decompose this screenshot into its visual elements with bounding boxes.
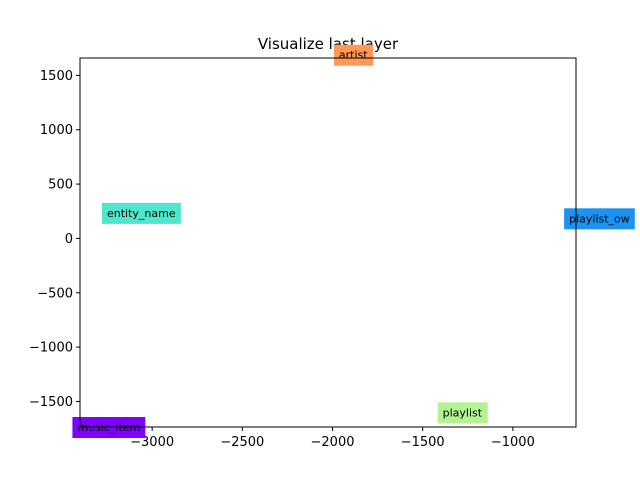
x-tick-label: −2000 bbox=[311, 435, 355, 450]
data-point: playlist bbox=[437, 402, 488, 424]
chart-title: Visualize last layer bbox=[258, 35, 399, 53]
data-point: playlist_ow bbox=[564, 208, 635, 230]
x-tick-label: −1500 bbox=[401, 435, 445, 450]
x-axis: −3000 −2500 −2000 −1500 −1000 bbox=[130, 427, 535, 450]
y-tick-label: −500 bbox=[37, 286, 73, 301]
y-axis: 1500 1000 500 0 −500 −1000 −1500 bbox=[29, 69, 80, 410]
y-tick-label: −1500 bbox=[29, 395, 73, 410]
x-tick-label: −1000 bbox=[491, 435, 535, 450]
data-point: entity_name bbox=[102, 202, 181, 224]
data-label: entity_name bbox=[107, 207, 176, 220]
data-point: artist bbox=[333, 44, 374, 66]
y-tick-label: 1000 bbox=[40, 123, 73, 138]
data-point-marker bbox=[564, 208, 635, 230]
data-point-marker bbox=[437, 402, 488, 424]
data-label: playlist bbox=[443, 406, 483, 419]
y-tick-label: 0 bbox=[65, 232, 73, 247]
y-tick-label: 1500 bbox=[40, 69, 73, 84]
x-tick-label: −2500 bbox=[220, 435, 264, 450]
data-label: artist bbox=[339, 49, 368, 62]
data-point-marker bbox=[102, 202, 181, 224]
plot-frame bbox=[79, 57, 577, 428]
x-tick-label: −3000 bbox=[130, 435, 174, 450]
data-point-marker bbox=[333, 44, 374, 66]
plot-area bbox=[80, 58, 576, 427]
y-tick-label: 500 bbox=[48, 178, 73, 193]
y-tick-label: −1000 bbox=[29, 341, 73, 356]
data-label: playlist_ow bbox=[569, 212, 630, 225]
